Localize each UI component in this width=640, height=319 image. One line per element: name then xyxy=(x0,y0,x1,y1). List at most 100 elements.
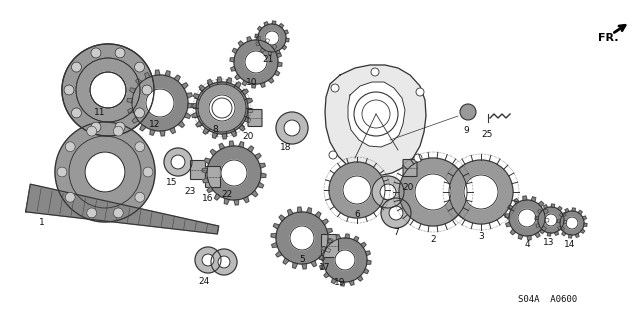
Polygon shape xyxy=(276,50,280,54)
Polygon shape xyxy=(531,197,536,202)
Polygon shape xyxy=(203,128,209,134)
Polygon shape xyxy=(538,207,564,233)
Polygon shape xyxy=(272,242,278,248)
Polygon shape xyxy=(196,121,202,127)
Polygon shape xyxy=(243,80,248,85)
Polygon shape xyxy=(541,226,547,231)
Polygon shape xyxy=(284,120,300,136)
Polygon shape xyxy=(298,207,302,212)
Polygon shape xyxy=(287,209,293,215)
Polygon shape xyxy=(551,204,554,207)
Polygon shape xyxy=(557,220,561,223)
Polygon shape xyxy=(212,132,218,138)
Polygon shape xyxy=(527,235,531,240)
Circle shape xyxy=(142,85,152,95)
Text: 7: 7 xyxy=(393,228,399,237)
Polygon shape xyxy=(399,158,467,226)
Polygon shape xyxy=(545,218,549,222)
Polygon shape xyxy=(557,226,562,230)
Polygon shape xyxy=(165,71,170,77)
Circle shape xyxy=(134,62,145,72)
Polygon shape xyxy=(276,53,281,58)
Polygon shape xyxy=(258,24,286,52)
Polygon shape xyxy=(538,201,543,207)
Polygon shape xyxy=(283,258,289,264)
Polygon shape xyxy=(535,232,540,237)
Polygon shape xyxy=(160,130,165,136)
Polygon shape xyxy=(258,26,262,31)
Polygon shape xyxy=(188,103,193,108)
Circle shape xyxy=(91,48,101,58)
Circle shape xyxy=(416,88,424,96)
Polygon shape xyxy=(315,212,321,218)
Polygon shape xyxy=(132,75,188,131)
Text: 5: 5 xyxy=(299,255,305,264)
Polygon shape xyxy=(186,93,192,98)
Circle shape xyxy=(371,68,379,76)
Polygon shape xyxy=(264,22,268,26)
Polygon shape xyxy=(85,152,125,192)
Polygon shape xyxy=(191,103,196,108)
Polygon shape xyxy=(319,255,325,261)
Text: 14: 14 xyxy=(564,240,576,249)
Polygon shape xyxy=(184,113,191,118)
Polygon shape xyxy=(565,209,569,212)
Polygon shape xyxy=(238,41,244,47)
Polygon shape xyxy=(505,214,509,218)
Polygon shape xyxy=(335,250,355,270)
Polygon shape xyxy=(193,93,200,99)
Circle shape xyxy=(91,122,101,132)
Polygon shape xyxy=(140,124,146,131)
Polygon shape xyxy=(230,58,234,62)
Polygon shape xyxy=(464,175,498,209)
Polygon shape xyxy=(221,160,247,186)
Polygon shape xyxy=(244,117,251,122)
Polygon shape xyxy=(323,238,367,282)
Polygon shape xyxy=(510,229,516,235)
Polygon shape xyxy=(357,276,363,281)
Polygon shape xyxy=(264,38,269,44)
Polygon shape xyxy=(209,95,235,121)
Text: 4: 4 xyxy=(524,240,530,249)
Polygon shape xyxy=(365,251,371,256)
Polygon shape xyxy=(540,229,545,234)
Polygon shape xyxy=(235,82,241,88)
Polygon shape xyxy=(389,206,403,220)
Text: 23: 23 xyxy=(184,187,196,196)
Polygon shape xyxy=(196,82,248,134)
Text: 3: 3 xyxy=(478,232,484,241)
Polygon shape xyxy=(343,176,371,204)
FancyBboxPatch shape xyxy=(248,109,262,127)
Polygon shape xyxy=(203,178,209,183)
Polygon shape xyxy=(246,99,252,103)
Circle shape xyxy=(135,192,145,202)
Polygon shape xyxy=(272,21,276,25)
Polygon shape xyxy=(332,278,337,284)
FancyBboxPatch shape xyxy=(205,167,221,188)
Polygon shape xyxy=(523,196,527,200)
Polygon shape xyxy=(535,217,538,220)
Polygon shape xyxy=(328,238,333,242)
Circle shape xyxy=(113,126,123,136)
Polygon shape xyxy=(259,163,265,168)
Circle shape xyxy=(115,48,125,58)
Polygon shape xyxy=(268,52,272,55)
Polygon shape xyxy=(554,231,559,235)
Polygon shape xyxy=(321,247,326,252)
Polygon shape xyxy=(211,249,237,275)
Polygon shape xyxy=(231,66,236,71)
Circle shape xyxy=(87,208,97,218)
Polygon shape xyxy=(360,242,366,248)
Text: 18: 18 xyxy=(280,143,292,152)
Text: 16: 16 xyxy=(202,194,214,203)
Polygon shape xyxy=(302,263,307,269)
Polygon shape xyxy=(198,84,246,132)
Circle shape xyxy=(115,48,125,58)
Circle shape xyxy=(72,62,81,72)
Text: 24: 24 xyxy=(198,277,210,286)
Polygon shape xyxy=(328,239,333,244)
Circle shape xyxy=(72,108,81,118)
Polygon shape xyxy=(242,89,248,95)
Polygon shape xyxy=(509,200,545,236)
Circle shape xyxy=(460,104,476,120)
